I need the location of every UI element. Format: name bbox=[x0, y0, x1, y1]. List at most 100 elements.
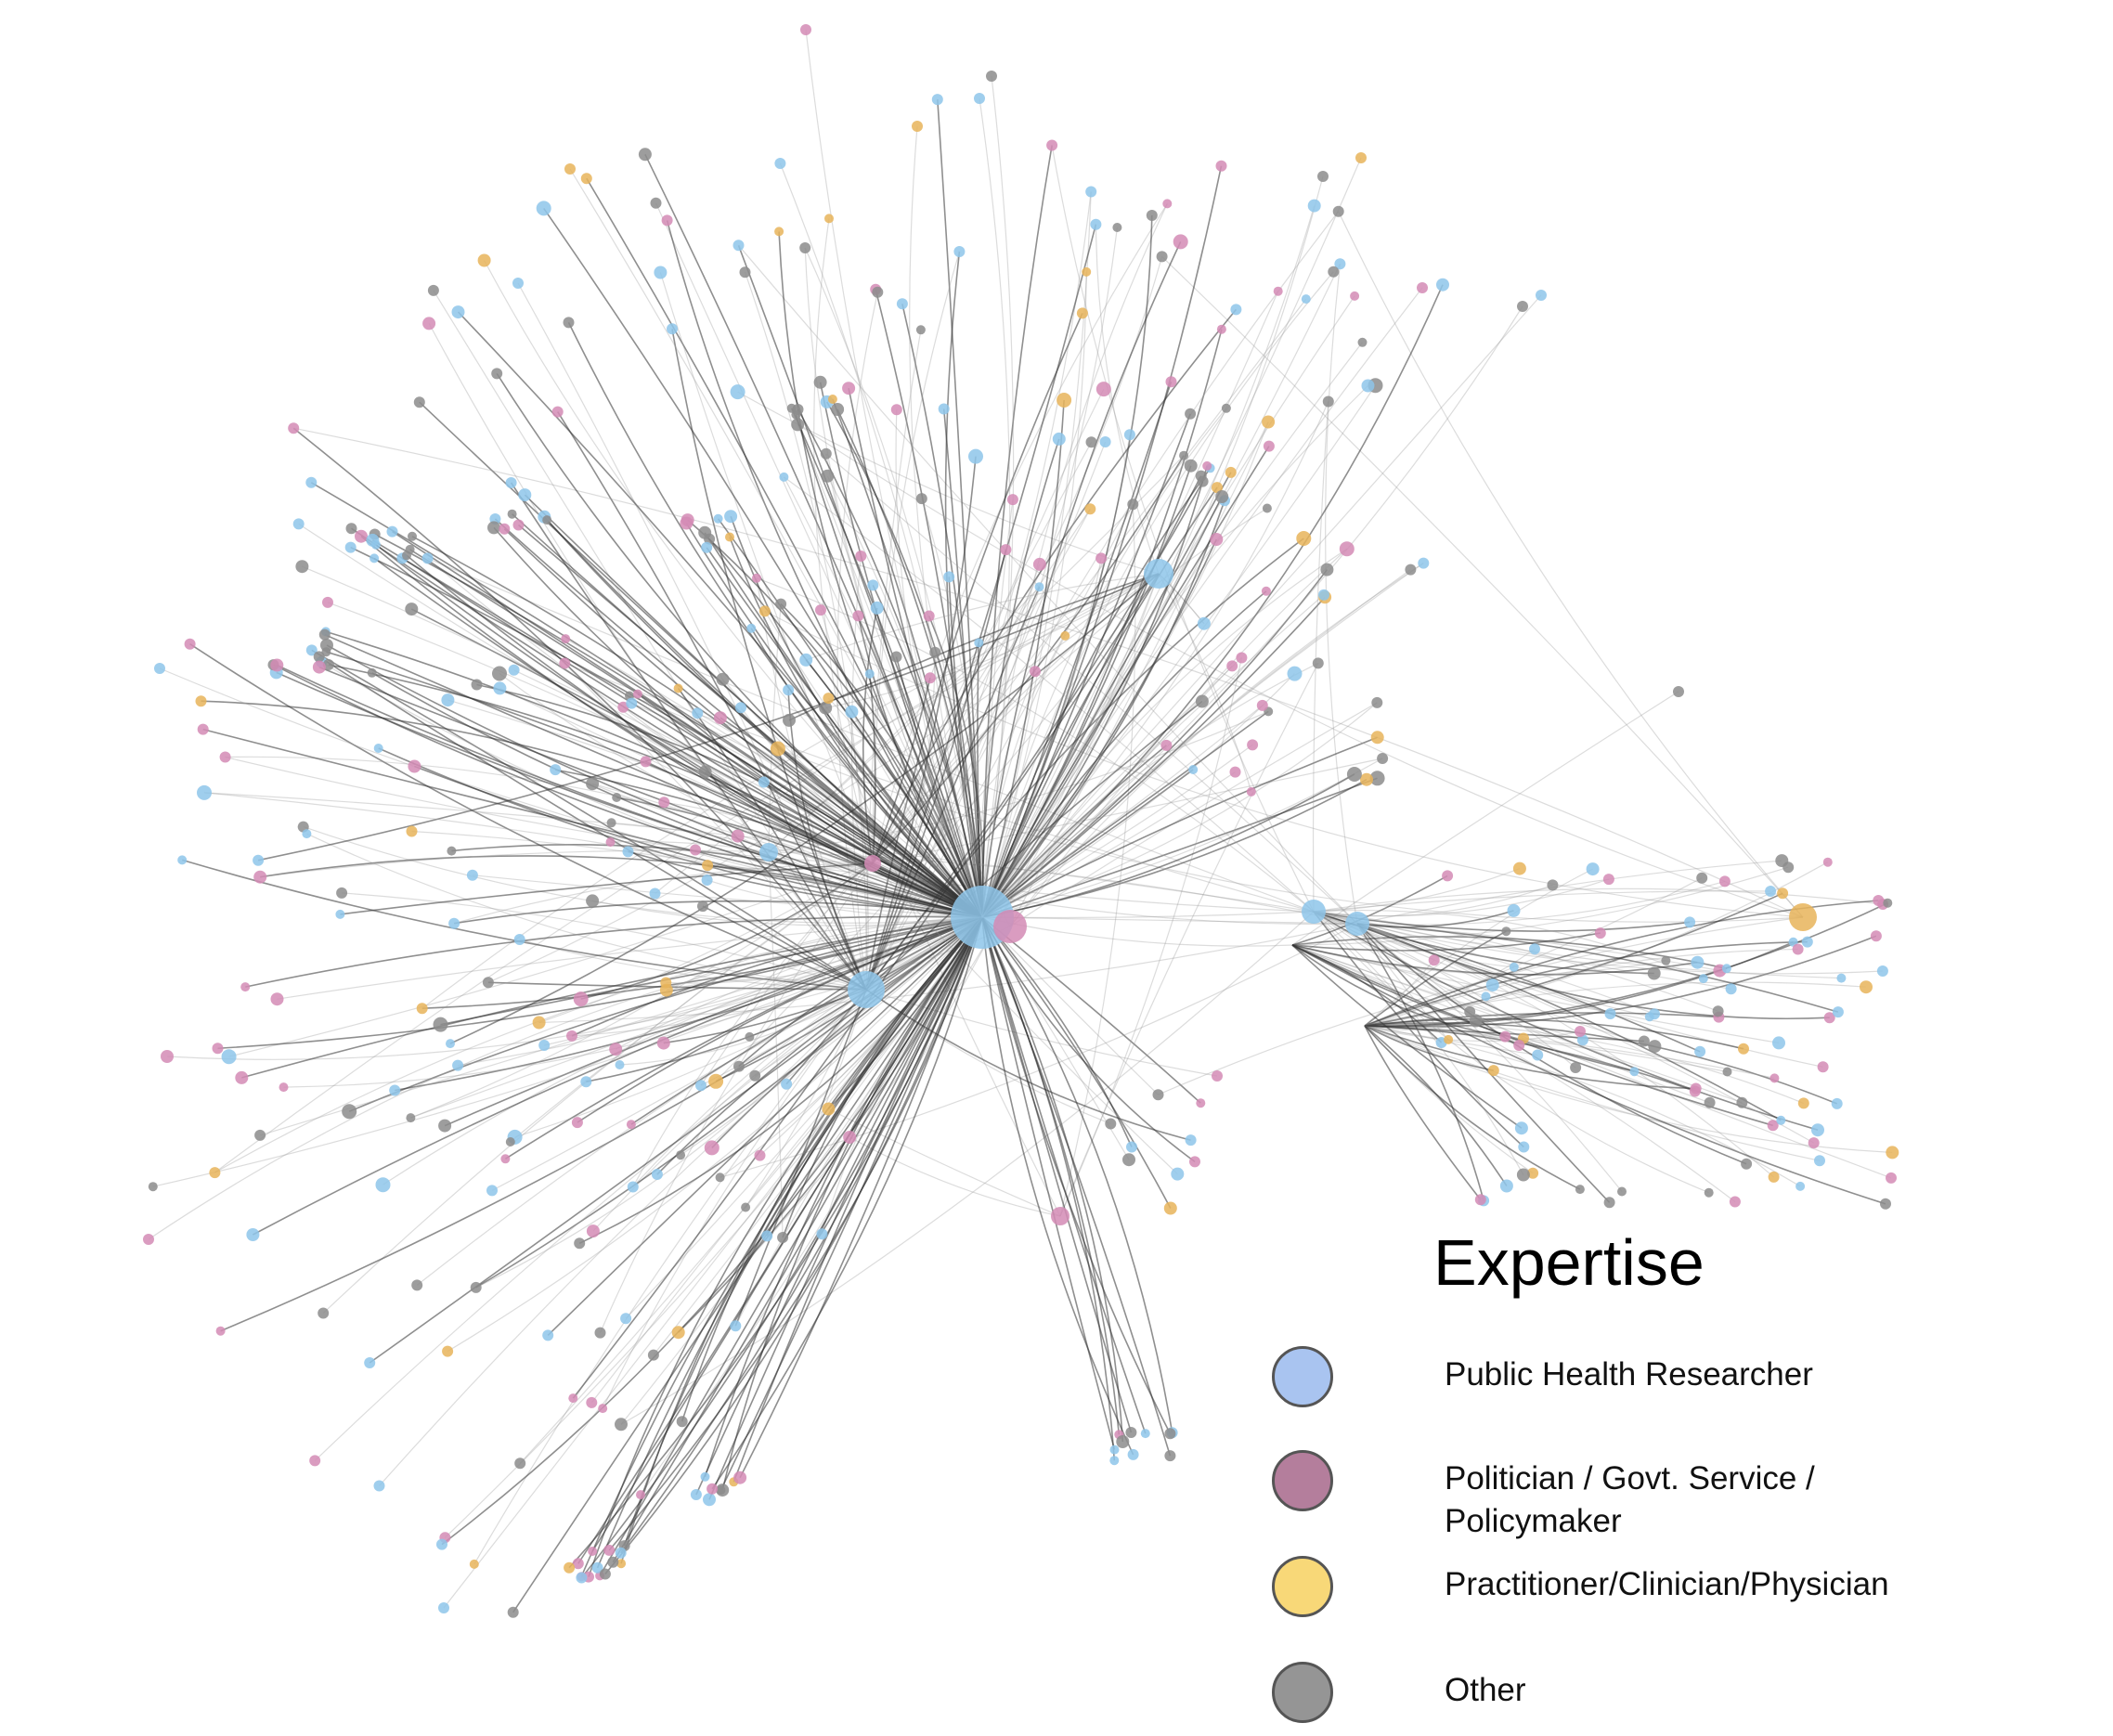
network-node bbox=[852, 610, 864, 622]
edge bbox=[630, 916, 983, 1125]
edge bbox=[1313, 911, 1731, 990]
network-node bbox=[676, 1416, 688, 1428]
network-node bbox=[943, 571, 955, 583]
edge bbox=[715, 573, 1160, 1082]
edge bbox=[342, 892, 867, 991]
legend-label-line: Practitioner/Clinician/Physician bbox=[1445, 1566, 1889, 1602]
network-node bbox=[1126, 1141, 1137, 1153]
edge bbox=[981, 916, 1358, 925]
edge bbox=[872, 509, 1091, 864]
network-node bbox=[1328, 266, 1340, 278]
network-node bbox=[305, 476, 318, 488]
edge bbox=[350, 546, 983, 918]
network-node bbox=[612, 793, 622, 802]
edge bbox=[865, 700, 1203, 991]
edge bbox=[1364, 1017, 1744, 1050]
edge bbox=[981, 777, 1378, 918]
edge bbox=[744, 272, 867, 991]
network-node bbox=[650, 197, 662, 209]
edge bbox=[981, 438, 1060, 918]
edge bbox=[981, 399, 1065, 918]
edge bbox=[981, 916, 1116, 1450]
network-node bbox=[1262, 503, 1272, 513]
network-node bbox=[1360, 772, 1373, 786]
network-node bbox=[598, 1404, 608, 1414]
network-node bbox=[923, 610, 935, 622]
network-node bbox=[1570, 1062, 1582, 1073]
network-node bbox=[695, 1080, 706, 1092]
network-node bbox=[240, 982, 251, 992]
network-node bbox=[1647, 966, 1661, 980]
edge bbox=[293, 427, 1804, 918]
network-node bbox=[1836, 973, 1847, 983]
network-node bbox=[1084, 503, 1096, 515]
network-node bbox=[1529, 943, 1540, 955]
network-node bbox=[366, 533, 380, 547]
network-node bbox=[1712, 1005, 1724, 1017]
network-node bbox=[1357, 337, 1368, 347]
network-node bbox=[254, 1129, 266, 1141]
network-node bbox=[1789, 903, 1817, 931]
network-node bbox=[777, 1232, 789, 1243]
edge bbox=[620, 911, 1315, 1425]
network-node bbox=[1127, 1448, 1139, 1460]
network-node bbox=[1046, 139, 1058, 151]
edge bbox=[797, 424, 983, 918]
edges-layer bbox=[148, 29, 1893, 1613]
network-node bbox=[636, 1490, 645, 1500]
edge bbox=[1313, 890, 1771, 913]
edge bbox=[687, 519, 983, 918]
network-node bbox=[702, 860, 714, 872]
network-node bbox=[1189, 1156, 1200, 1168]
edge bbox=[685, 523, 983, 918]
network-node bbox=[1296, 531, 1312, 546]
network-node bbox=[1346, 767, 1362, 782]
edge bbox=[981, 496, 1223, 918]
edge bbox=[1364, 930, 1507, 1027]
network-node bbox=[781, 1078, 793, 1090]
network-node bbox=[513, 934, 525, 945]
edge bbox=[981, 157, 1362, 918]
edge bbox=[695, 916, 983, 1496]
edge bbox=[981, 472, 1232, 918]
network-node bbox=[408, 531, 417, 541]
edge bbox=[564, 662, 1315, 913]
edge bbox=[784, 476, 1315, 913]
edge bbox=[524, 494, 983, 918]
edge bbox=[591, 783, 983, 918]
network-node bbox=[571, 1117, 583, 1129]
network-node bbox=[1112, 223, 1122, 232]
edge bbox=[729, 537, 983, 918]
network-node bbox=[929, 646, 941, 658]
network-node bbox=[867, 579, 879, 591]
network-node bbox=[1729, 1196, 1741, 1208]
network-node bbox=[580, 1076, 592, 1088]
network-node bbox=[938, 403, 950, 415]
network-node bbox=[1171, 1167, 1185, 1181]
edge bbox=[981, 486, 1218, 918]
network-node bbox=[1095, 382, 1111, 397]
network-node bbox=[1162, 199, 1173, 209]
network-node bbox=[1801, 936, 1813, 948]
edge bbox=[797, 423, 1804, 918]
network-node bbox=[1876, 965, 1888, 977]
network-node bbox=[514, 1457, 526, 1470]
network-node bbox=[500, 1154, 511, 1164]
edge bbox=[655, 573, 1160, 894]
legend-swatch-policymaker bbox=[1272, 1450, 1333, 1511]
edge bbox=[273, 664, 983, 918]
network-node bbox=[270, 658, 284, 672]
edge bbox=[981, 413, 1191, 918]
network-node bbox=[573, 991, 589, 1007]
network-node bbox=[1870, 930, 1882, 942]
edge bbox=[680, 916, 983, 1156]
edge bbox=[981, 702, 1378, 918]
edge bbox=[1291, 944, 1698, 976]
network-node bbox=[1602, 874, 1614, 886]
network-node bbox=[566, 1030, 577, 1042]
edge bbox=[981, 271, 1334, 918]
edge bbox=[872, 251, 960, 864]
edge bbox=[704, 916, 983, 1478]
network-node bbox=[436, 1538, 447, 1550]
network-node bbox=[647, 1349, 659, 1361]
